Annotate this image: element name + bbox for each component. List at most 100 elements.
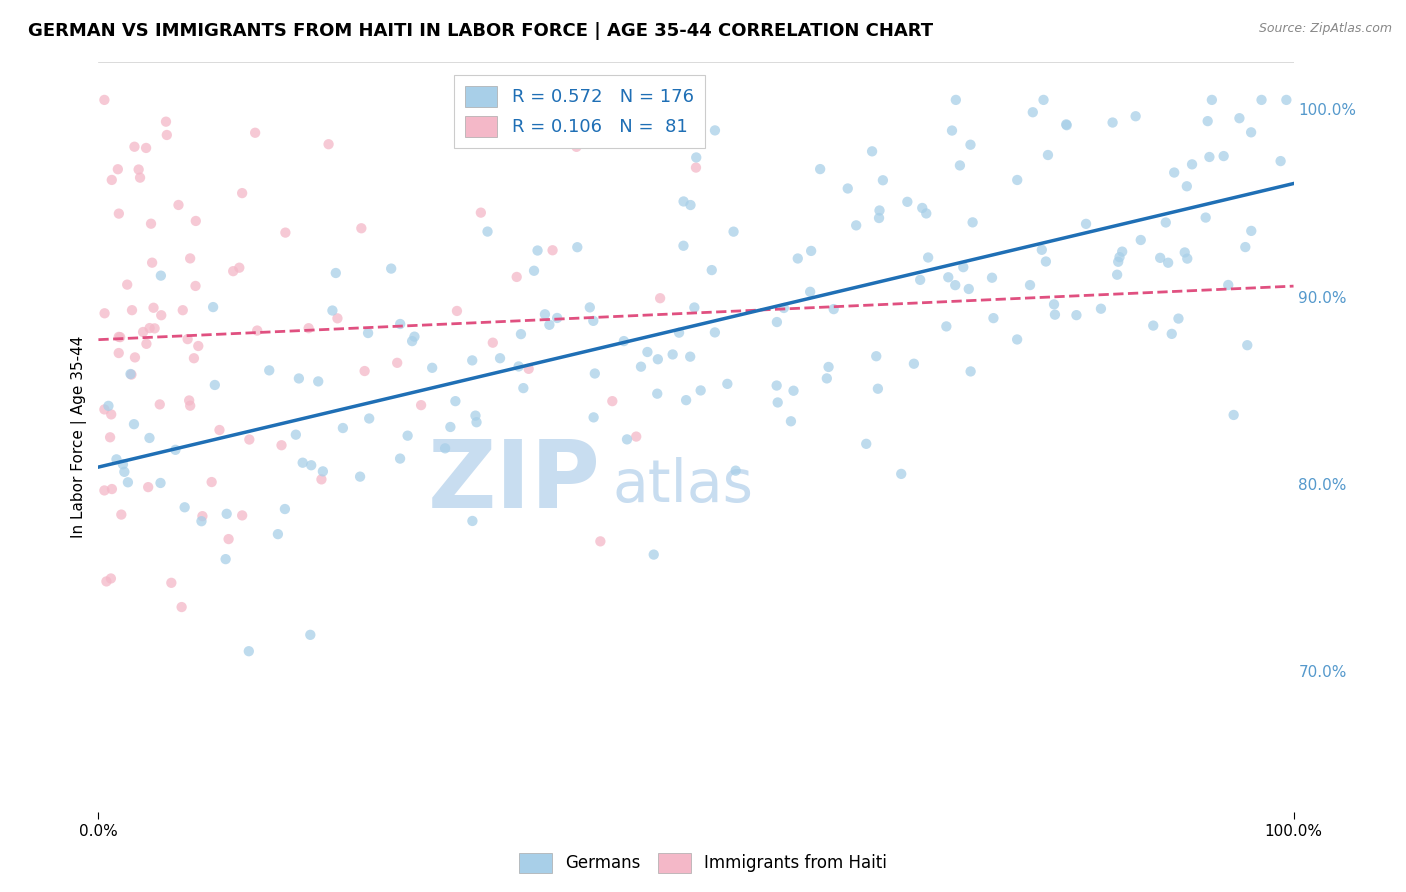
Point <box>401 334 423 348</box>
Point <box>517 362 540 376</box>
Point <box>93 93 115 107</box>
Point <box>865 349 887 363</box>
Point <box>815 371 838 385</box>
Point <box>1157 256 1180 270</box>
Point <box>267 527 290 541</box>
Point <box>1181 157 1204 171</box>
Point <box>1066 308 1088 322</box>
Point <box>93 483 115 498</box>
Point <box>411 398 433 412</box>
Point <box>1229 112 1251 126</box>
Point <box>120 367 142 381</box>
Point <box>187 339 209 353</box>
Point <box>855 437 877 451</box>
Point <box>274 226 297 240</box>
Point <box>869 203 891 218</box>
Point <box>149 268 172 283</box>
Point <box>112 465 135 479</box>
Point <box>1198 150 1220 164</box>
Point <box>107 346 129 360</box>
Point <box>1108 250 1130 264</box>
Point <box>149 397 172 411</box>
Point <box>170 600 193 615</box>
Point <box>298 321 321 335</box>
Point <box>1142 318 1164 333</box>
Point <box>138 321 160 335</box>
Point <box>446 304 468 318</box>
Point <box>1107 268 1129 282</box>
Point <box>107 162 129 177</box>
Point <box>1240 224 1263 238</box>
Point <box>981 270 1004 285</box>
Point <box>243 126 266 140</box>
Point <box>434 442 457 456</box>
Point <box>672 239 695 253</box>
Point <box>945 93 967 107</box>
Point <box>1005 333 1028 347</box>
Point <box>142 301 165 315</box>
Point <box>93 402 115 417</box>
Point <box>465 415 488 429</box>
Point <box>510 327 533 342</box>
Point <box>1240 125 1263 139</box>
Point <box>765 378 787 392</box>
Point <box>936 270 959 285</box>
Point <box>685 161 707 175</box>
Point <box>150 308 173 322</box>
Point <box>1074 217 1097 231</box>
Point <box>896 194 918 209</box>
Point <box>1275 93 1298 107</box>
Point <box>481 335 505 350</box>
Point <box>668 326 690 340</box>
Point <box>616 433 638 447</box>
Point <box>165 442 187 457</box>
Point <box>512 381 534 395</box>
Point <box>943 278 966 293</box>
Point <box>700 263 723 277</box>
Point <box>259 363 281 377</box>
Point <box>1149 251 1171 265</box>
Point <box>167 198 190 212</box>
Point <box>124 351 146 365</box>
Point <box>1032 93 1054 107</box>
Text: atlas: atlas <box>613 458 754 515</box>
Point <box>389 317 412 331</box>
Point <box>860 145 883 159</box>
Point <box>626 429 648 443</box>
Point <box>773 301 796 315</box>
Legend: Germans, Immigrants from Haiti: Germans, Immigrants from Haiti <box>512 847 894 880</box>
Point <box>349 469 371 483</box>
Point <box>538 318 561 332</box>
Point <box>385 356 409 370</box>
Point <box>1035 254 1057 268</box>
Point <box>817 359 839 374</box>
Point <box>1125 109 1147 123</box>
Point <box>1250 93 1272 107</box>
Point <box>723 225 745 239</box>
Point <box>184 214 207 228</box>
Point <box>404 329 426 343</box>
Point <box>780 414 803 428</box>
Point <box>1222 408 1244 422</box>
Point <box>291 456 314 470</box>
Point <box>679 350 702 364</box>
Point <box>108 330 131 344</box>
Point <box>326 311 349 326</box>
Point <box>868 211 890 225</box>
Point <box>107 330 129 344</box>
Point <box>523 264 546 278</box>
Point <box>1167 311 1189 326</box>
Point <box>215 507 238 521</box>
Point <box>1054 117 1077 131</box>
Point <box>800 244 823 258</box>
Point <box>1195 211 1218 225</box>
Point <box>461 353 484 368</box>
Point <box>837 181 859 195</box>
Point <box>1090 301 1112 316</box>
Point <box>350 221 373 235</box>
Point <box>546 310 568 325</box>
Point <box>380 261 402 276</box>
Point <box>191 509 214 524</box>
Point <box>299 458 322 473</box>
Point <box>917 251 939 265</box>
